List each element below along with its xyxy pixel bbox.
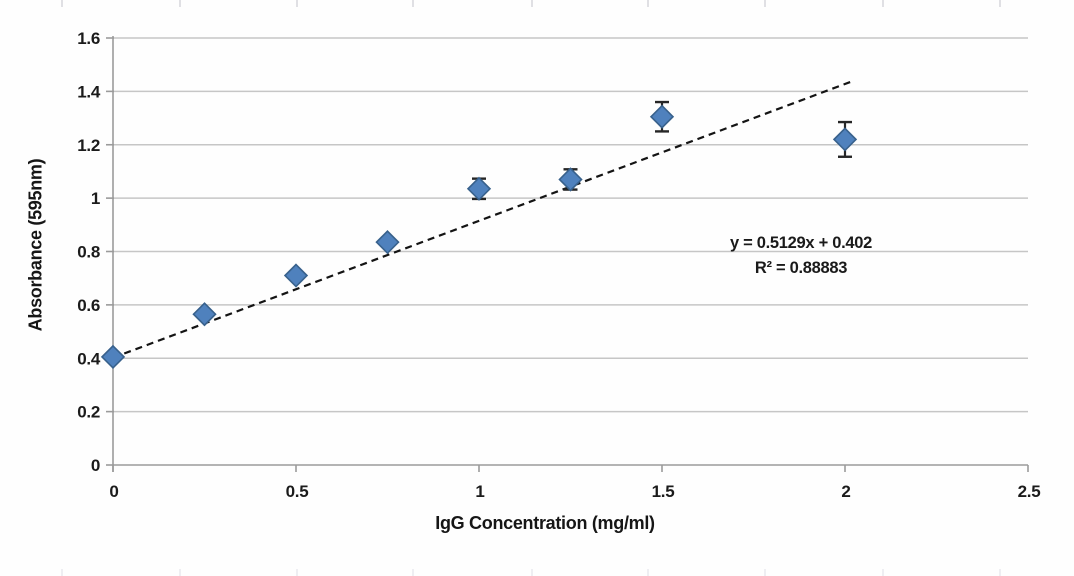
x-tick-label: 0 [109,482,118,501]
x-tick-label: 1 [475,482,484,501]
trendline-r-squared: R² = 0.88883 [754,259,848,277]
x-tick-label: 0.5 [286,482,309,501]
x-axis-title: IgG Concentration (mg/ml) [435,513,655,533]
y-tick-label: 1.2 [77,136,100,155]
data-point-marker [832,127,858,152]
trendline [112,80,853,359]
data-point-marker [375,230,400,255]
x-tick-label: 2.5 [1018,482,1041,501]
x-tick-label: 2 [841,482,850,501]
y-axis-title: Absorbance (595nm) [25,158,46,332]
y-tick-label: 1 [91,189,100,208]
y-tick-label: 0.2 [77,403,100,422]
data-point-marker [649,104,675,129]
y-tick-label: 1.6 [77,29,100,48]
data-point-marker [100,344,126,370]
data-point-marker [466,176,492,201]
trendline-equation: y = 0.5129x + 0.402 [729,234,873,252]
y-tick-label: 0.8 [77,243,100,262]
y-tick-label: 0 [91,456,100,475]
data-point-marker [558,167,583,192]
y-tick-label: 1.4 [77,82,101,101]
data-point-marker [192,302,217,327]
trendline-annotation: y = 0.5129x + 0.402 R² = 0.88883 [730,231,872,281]
y-tick-label: 0.6 [77,296,100,315]
y-tick-label: 0.4 [77,349,101,368]
data-point-marker [283,263,309,288]
x-tick-label: 1.5 [652,482,675,501]
